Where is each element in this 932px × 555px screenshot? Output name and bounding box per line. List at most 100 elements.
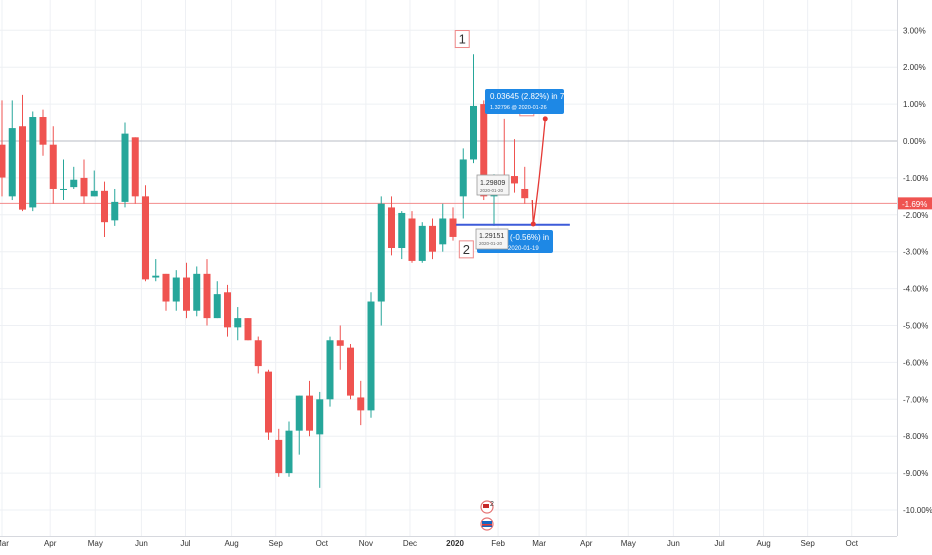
y-tick-label: -7.00% bbox=[903, 395, 928, 404]
measure-info-up-title: 0.03645 (2.82%) in 7d bbox=[490, 92, 569, 101]
price-tag-value: 1.29809 bbox=[480, 180, 505, 187]
event-badge-count: 2 bbox=[490, 501, 494, 508]
candle[interactable] bbox=[19, 126, 26, 210]
candle[interactable] bbox=[234, 318, 242, 328]
candle[interactable] bbox=[60, 188, 67, 190]
candle[interactable] bbox=[418, 225, 426, 261]
candle[interactable] bbox=[254, 340, 262, 367]
x-tick-label: Apr bbox=[580, 539, 593, 548]
x-tick-label: May bbox=[88, 539, 103, 548]
y-tick-label: 1.00% bbox=[903, 100, 926, 109]
candle[interactable] bbox=[306, 395, 313, 431]
price-tag bbox=[476, 174, 510, 196]
x-tick-label: Jul bbox=[714, 539, 724, 548]
y-tick-label: 2.00% bbox=[903, 63, 926, 72]
current-price-tag bbox=[898, 197, 932, 210]
candle[interactable] bbox=[459, 159, 467, 197]
candle[interactable] bbox=[203, 273, 211, 319]
candle[interactable] bbox=[244, 318, 252, 341]
candle[interactable] bbox=[0, 144, 6, 178]
candle[interactable] bbox=[131, 137, 139, 197]
x-tick-label: Oct bbox=[845, 539, 858, 548]
candle[interactable] bbox=[357, 397, 365, 411]
candle[interactable] bbox=[121, 133, 129, 202]
price-tag-date: 2020-01-20 bbox=[479, 241, 503, 246]
measure-arrow-up[interactable] bbox=[532, 118, 546, 225]
x-tick-label: May bbox=[621, 539, 636, 548]
measure-info-down-subtitle: 2020-01-19 bbox=[508, 246, 539, 252]
candle[interactable] bbox=[39, 117, 47, 145]
y-tick-label: -5.00% bbox=[903, 322, 928, 331]
candle[interactable] bbox=[285, 430, 293, 474]
candle[interactable] bbox=[470, 105, 477, 160]
candle[interactable] bbox=[336, 340, 344, 346]
y-tick-label: -8.00% bbox=[903, 432, 928, 441]
candle[interactable] bbox=[111, 201, 119, 221]
candle[interactable] bbox=[224, 292, 231, 328]
candle[interactable] bbox=[511, 176, 518, 184]
candle[interactable] bbox=[377, 203, 385, 302]
candle[interactable] bbox=[172, 277, 180, 302]
candle[interactable] bbox=[439, 218, 447, 245]
candle[interactable] bbox=[193, 273, 201, 311]
x-tick-label: Apr bbox=[44, 539, 57, 548]
candle[interactable] bbox=[29, 117, 37, 208]
flag-us-stripe-icon bbox=[482, 524, 492, 526]
candle[interactable] bbox=[449, 218, 457, 237]
x-tick-label: Nov bbox=[359, 539, 373, 548]
candle[interactable] bbox=[316, 399, 324, 435]
x-tick-label: Oct bbox=[316, 539, 329, 548]
candle[interactable] bbox=[213, 294, 221, 319]
candle[interactable] bbox=[388, 207, 395, 249]
x-tick-label: Aug bbox=[224, 539, 238, 548]
x-tick-label: Dec bbox=[403, 539, 417, 548]
candle[interactable] bbox=[480, 104, 488, 197]
candle[interactable] bbox=[408, 218, 416, 261]
candle[interactable] bbox=[49, 144, 57, 189]
y-tick-label: -9.00% bbox=[903, 469, 928, 478]
candle[interactable] bbox=[265, 371, 272, 433]
measure-arrow-head bbox=[542, 116, 548, 122]
measure-info-down-title: (-0.56%) in bbox=[510, 233, 549, 242]
candle[interactable] bbox=[152, 275, 160, 278]
candle[interactable] bbox=[80, 177, 88, 197]
candle[interactable] bbox=[367, 301, 375, 411]
x-tick-label: Jul bbox=[180, 539, 190, 548]
x-tick-label: Mar bbox=[532, 539, 546, 548]
candle[interactable] bbox=[90, 190, 98, 197]
candle[interactable] bbox=[70, 179, 78, 188]
candle[interactable] bbox=[162, 273, 170, 302]
wave-label: 2 bbox=[463, 242, 470, 257]
candle[interactable] bbox=[183, 277, 190, 311]
candle[interactable] bbox=[295, 395, 303, 431]
measure-info-up-subtitle: 1.32796 @ 2020-01-26 bbox=[490, 105, 547, 111]
measure-arrow-down[interactable] bbox=[531, 199, 534, 225]
y-tick-label: -6.00% bbox=[903, 358, 928, 367]
y-tick-label: -1.00% bbox=[903, 174, 928, 183]
x-tick-label: Jun bbox=[135, 539, 148, 548]
candle[interactable] bbox=[142, 196, 149, 280]
flag-uk-icon bbox=[483, 504, 489, 508]
candle[interactable] bbox=[326, 340, 334, 400]
x-tick-label: Feb bbox=[491, 539, 505, 548]
x-tick-label: Sep bbox=[801, 539, 816, 548]
price-tag-date: 2020-01-20 bbox=[480, 188, 504, 193]
y-tick-label: -4.00% bbox=[903, 285, 928, 294]
last-candle[interactable] bbox=[521, 188, 529, 199]
y-tick-label: 0.00% bbox=[903, 137, 926, 146]
measure-info-up[interactable] bbox=[485, 89, 564, 114]
measure-arrow-end bbox=[530, 221, 536, 227]
price-tag-value: 1.29151 bbox=[479, 233, 504, 240]
wave-label: 1 bbox=[459, 32, 466, 47]
y-tick-label: -2.00% bbox=[903, 211, 928, 220]
candle[interactable] bbox=[275, 439, 283, 474]
candle[interactable] bbox=[101, 190, 108, 223]
candle[interactable] bbox=[347, 347, 354, 396]
x-tick-label: Sep bbox=[269, 539, 284, 548]
candle[interactable] bbox=[429, 225, 436, 252]
candle[interactable] bbox=[8, 128, 16, 197]
candle[interactable] bbox=[398, 212, 406, 249]
current-price-label: -1.69% bbox=[902, 200, 927, 209]
